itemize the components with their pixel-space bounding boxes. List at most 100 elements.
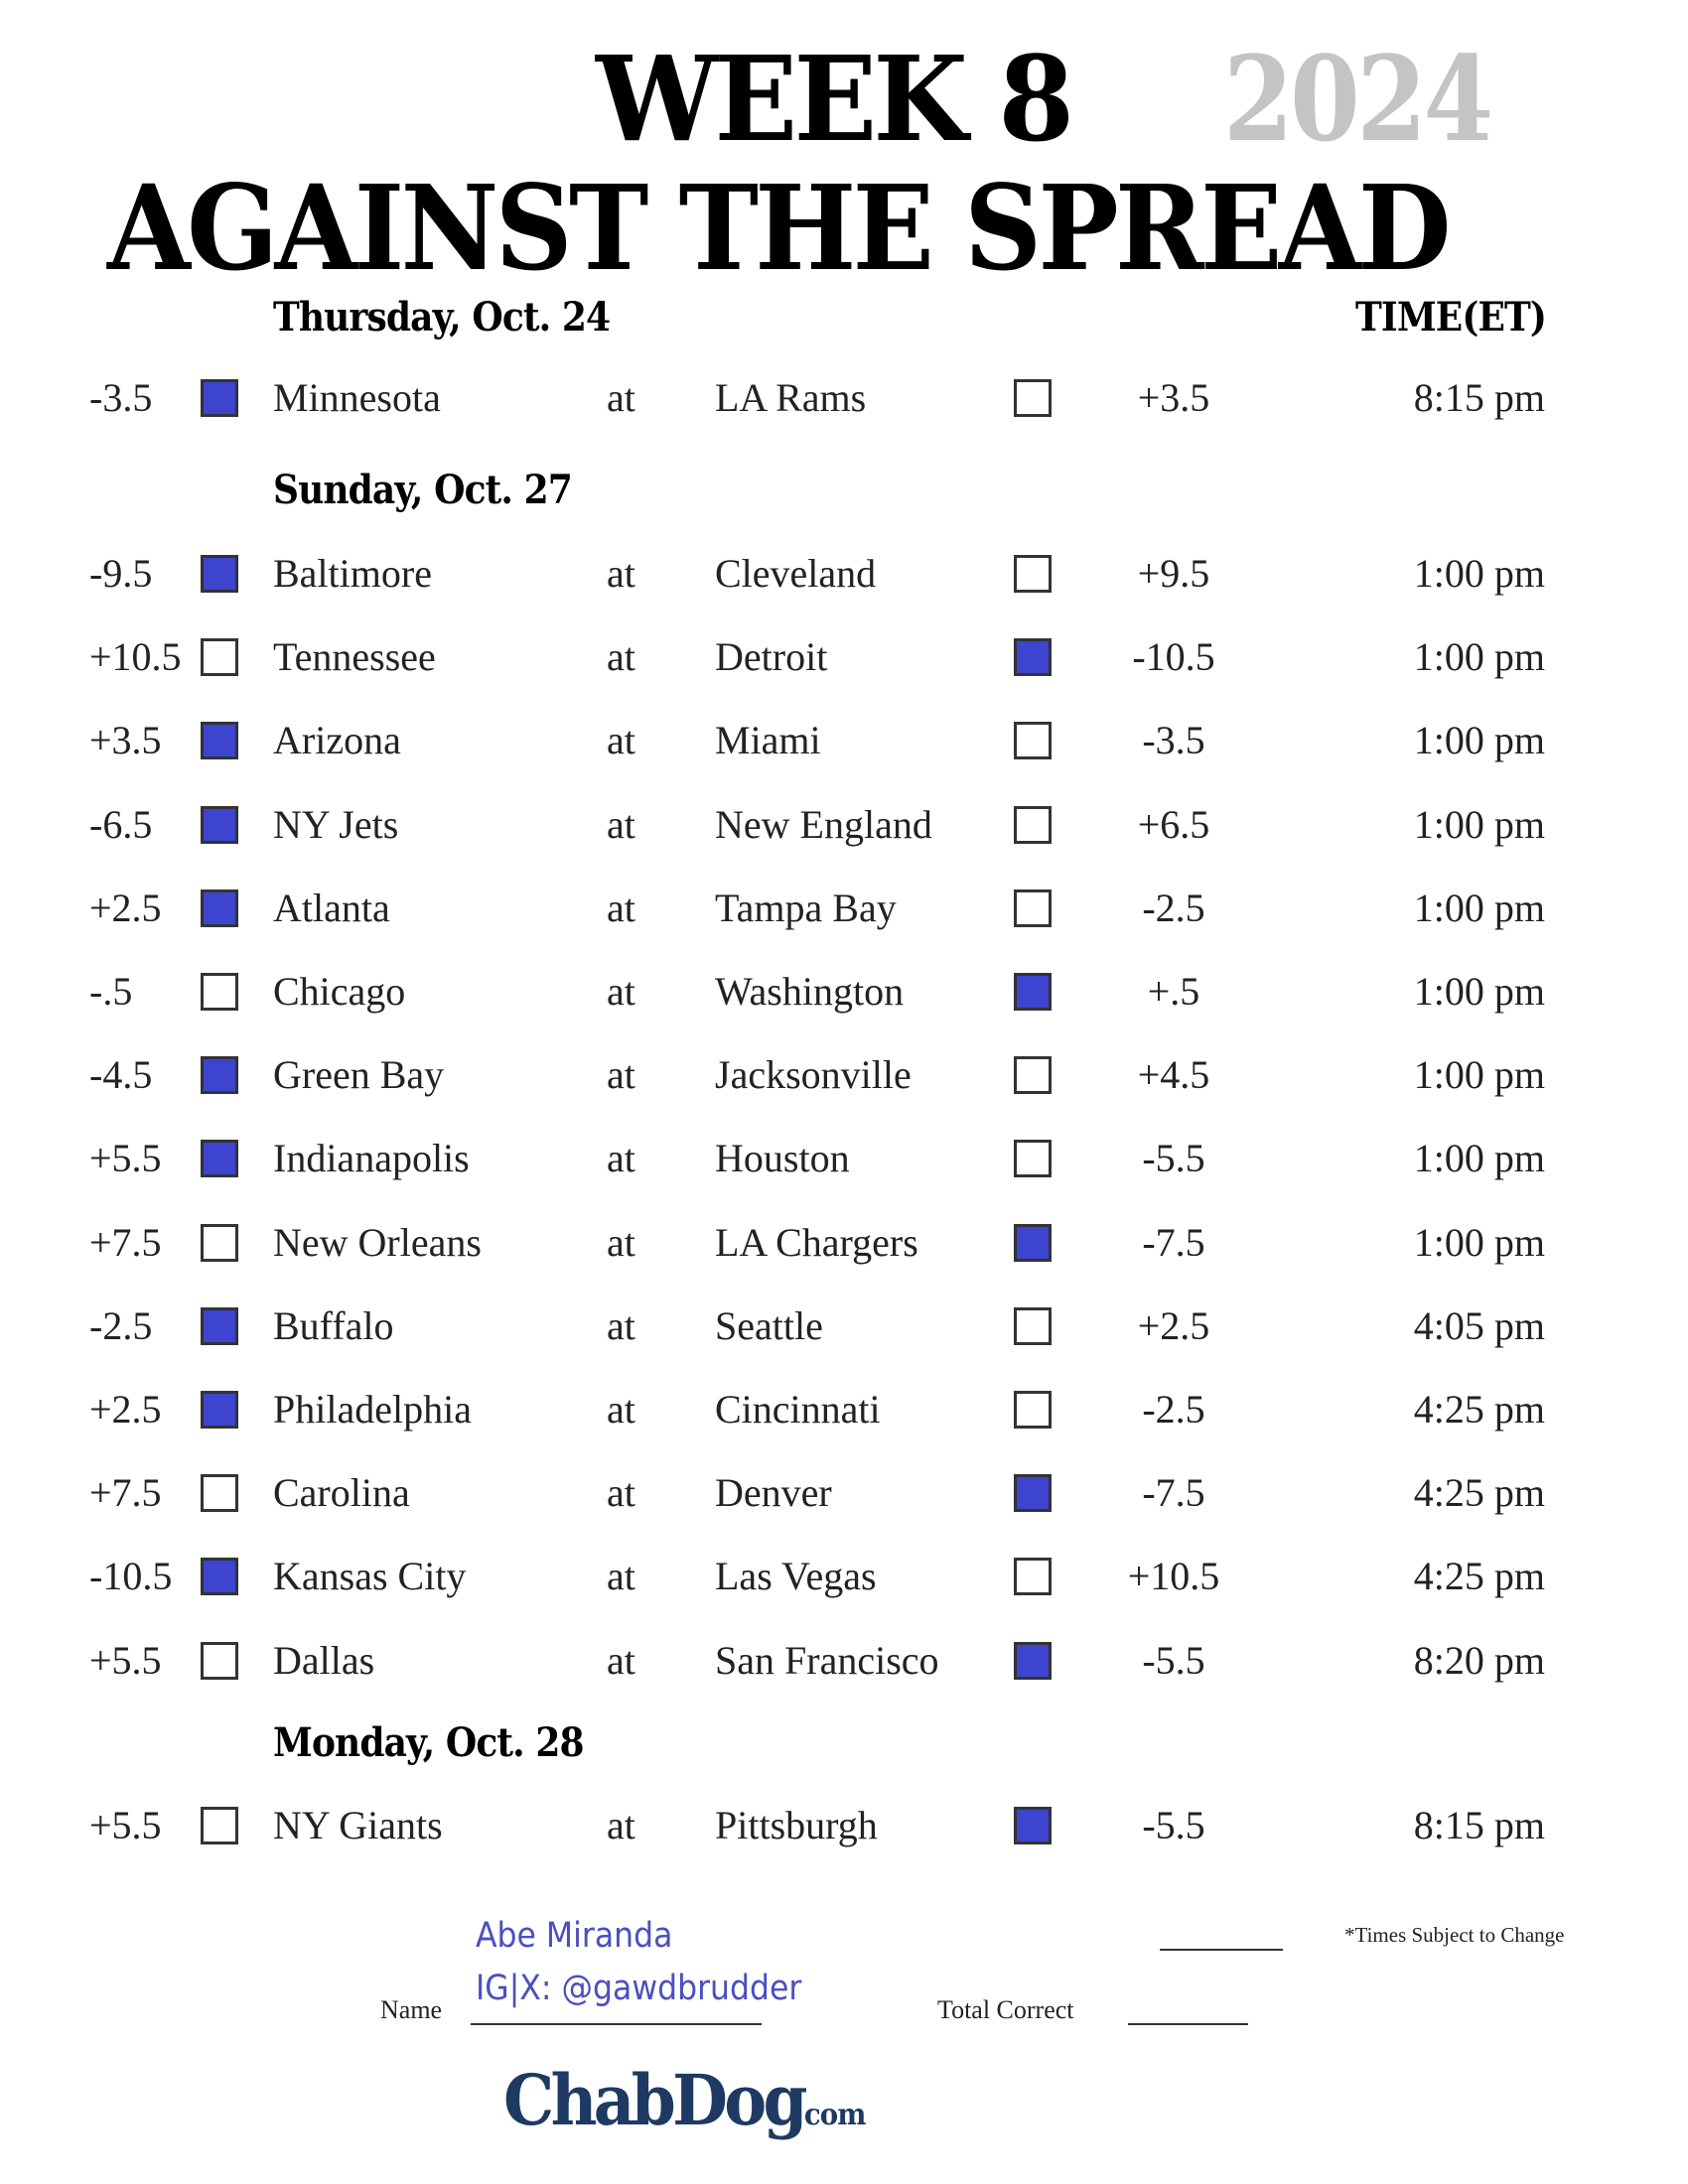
game-time: 1:00 pm — [1413, 718, 1545, 763]
game-time: 4:05 pm — [1413, 1302, 1545, 1348]
home-pick-checkbox[interactable] — [1014, 1558, 1052, 1596]
away-pick-checkbox[interactable] — [201, 1306, 238, 1345]
away-pick-checkbox[interactable] — [201, 1474, 238, 1513]
game-row: -.5 Chicago at Washington +.5 1:00 pm — [0, 962, 1688, 1022]
home-pick-checkbox[interactable] — [1014, 1223, 1052, 1262]
at-label: at — [607, 1052, 635, 1098]
game-time: 8:15 pm — [1413, 1803, 1545, 1847]
home-team: San Francisco — [715, 1637, 939, 1683]
home-team: Houston — [715, 1136, 850, 1181]
away-team: Atlanta — [273, 885, 390, 930]
at-label: at — [607, 1302, 635, 1348]
week-title: WEEK 8 — [596, 30, 1074, 168]
away-pick-checkbox[interactable] — [201, 555, 238, 593]
away-pick-checkbox[interactable] — [201, 1807, 238, 1844]
away-pick-checkbox[interactable] — [201, 638, 238, 677]
away-spread: +2.5 — [89, 885, 162, 930]
away-spread: +5.5 — [89, 1136, 162, 1181]
total-correct-field[interactable] — [1128, 2023, 1248, 2025]
away-team: Tennessee — [273, 634, 436, 680]
away-pick-checkbox[interactable] — [201, 1558, 238, 1596]
away-spread: -.5 — [89, 969, 133, 1014]
home-pick-checkbox[interactable] — [1014, 1140, 1052, 1178]
home-pick-checkbox[interactable] — [1014, 555, 1052, 593]
day-header: Sunday, Oct. 27 — [273, 467, 573, 513]
away-pick-checkbox[interactable] — [201, 1140, 238, 1178]
home-pick-checkbox[interactable] — [1014, 1056, 1052, 1095]
name-field[interactable] — [471, 2023, 762, 2025]
game-time: 1:00 pm — [1413, 969, 1545, 1014]
home-pick-checkbox[interactable] — [1014, 1474, 1052, 1513]
home-spread: -5.5 — [1142, 1637, 1205, 1683]
away-team: Kansas City — [273, 1554, 467, 1599]
game-row: +2.5 Philadelphia at Cincinnati -2.5 4:25 pm — [0, 1380, 1688, 1439]
home-spread: -10.5 — [1132, 634, 1215, 680]
away-team: Minnesota — [273, 375, 441, 420]
away-spread: +7.5 — [89, 1219, 162, 1265]
total-correct-label: Total Correct — [937, 1995, 1074, 2024]
away-team: Buffalo — [273, 1302, 394, 1348]
at-label: at — [607, 1387, 635, 1432]
away-pick-checkbox[interactable] — [201, 805, 238, 844]
home-pick-checkbox[interactable] — [1014, 379, 1052, 417]
home-team: Washington — [715, 969, 905, 1014]
game-row: -2.5 Buffalo at Seattle +2.5 4:05 pm — [0, 1297, 1688, 1356]
home-spread: -2.5 — [1142, 1387, 1205, 1432]
home-spread: -5.5 — [1142, 1803, 1205, 1847]
home-team: LA Chargers — [715, 1219, 918, 1265]
name-value-line2: IG|X: @gawdbrudder — [476, 1969, 802, 2008]
home-pick-checkbox[interactable] — [1014, 1807, 1052, 1844]
game-row: -6.5 NY Jets at New England +6.5 1:00 pm — [0, 795, 1688, 855]
game-time: 1:00 pm — [1413, 1052, 1545, 1098]
home-pick-checkbox[interactable] — [1014, 1306, 1052, 1345]
away-spread: -4.5 — [89, 1052, 153, 1098]
game-time: 8:15 pm — [1413, 375, 1545, 420]
logo-suffix: com — [803, 2098, 867, 2132]
home-spread: +2.5 — [1137, 1302, 1210, 1348]
game-time: 4:25 pm — [1413, 1387, 1545, 1432]
away-spread: +3.5 — [89, 718, 162, 763]
away-team: Baltimore — [273, 551, 432, 596]
home-pick-checkbox[interactable] — [1014, 973, 1052, 1011]
away-pick-checkbox[interactable] — [201, 722, 238, 760]
home-team: Tampa Bay — [715, 885, 897, 930]
home-pick-checkbox[interactable] — [1014, 722, 1052, 760]
away-pick-checkbox[interactable] — [201, 973, 238, 1011]
away-pick-checkbox[interactable] — [201, 888, 238, 927]
home-pick-checkbox[interactable] — [1014, 805, 1052, 844]
game-time: 1:00 pm — [1413, 551, 1545, 596]
at-label: at — [607, 801, 635, 847]
away-spread: -9.5 — [89, 551, 153, 596]
home-spread: +10.5 — [1127, 1554, 1220, 1599]
game-row: -4.5 Green Bay at Jacksonville +4.5 1:00 pm — [0, 1045, 1688, 1105]
times-note: *Times Subject to Change — [1344, 1923, 1565, 1947]
home-pick-checkbox[interactable] — [1014, 1391, 1052, 1429]
away-spread: +10.5 — [89, 634, 182, 680]
home-spread: -7.5 — [1142, 1219, 1205, 1265]
home-spread: +3.5 — [1137, 375, 1210, 420]
game-row: +10.5 Tennessee at Detroit -10.5 1:00 pm — [0, 627, 1688, 687]
name-label: Name — [380, 1995, 443, 2024]
game-time: 1:00 pm — [1413, 634, 1545, 680]
time-column-header: TIME(ET) — [1355, 294, 1547, 341]
away-pick-checkbox[interactable] — [201, 379, 238, 417]
away-team: Arizona — [273, 718, 401, 763]
away-spread: -2.5 — [89, 1302, 153, 1348]
game-row: +2.5 Atlanta at Tampa Bay -2.5 1:00 pm — [0, 879, 1688, 938]
game-time: 1:00 pm — [1413, 1219, 1545, 1265]
home-pick-checkbox[interactable] — [1014, 638, 1052, 677]
away-pick-checkbox[interactable] — [201, 1641, 238, 1680]
blank-line — [1160, 1949, 1283, 1951]
home-team: Las Vegas — [715, 1554, 877, 1599]
away-pick-checkbox[interactable] — [201, 1056, 238, 1095]
at-label: at — [607, 1136, 635, 1181]
away-pick-checkbox[interactable] — [201, 1223, 238, 1262]
away-spread: +5.5 — [89, 1637, 162, 1683]
away-team: Indianapolis — [273, 1136, 470, 1181]
away-pick-checkbox[interactable] — [201, 1391, 238, 1429]
home-pick-checkbox[interactable] — [1014, 1641, 1052, 1680]
game-row: +3.5 Arizona at Miami -3.5 1:00 pm — [0, 711, 1688, 770]
logo-main: ChabDog — [503, 2059, 808, 2141]
home-pick-checkbox[interactable] — [1014, 888, 1052, 927]
home-spread: -3.5 — [1142, 718, 1205, 763]
